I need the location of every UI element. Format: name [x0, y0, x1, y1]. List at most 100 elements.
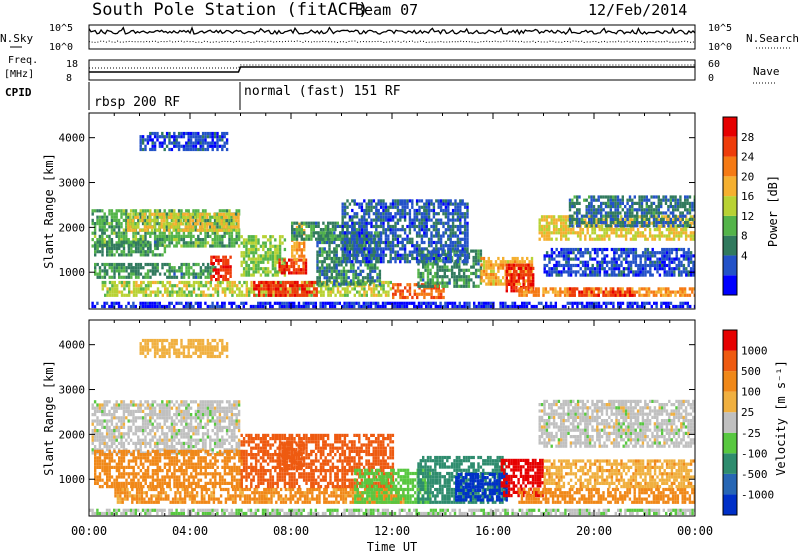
heatmap-cell — [361, 279, 365, 283]
heatmap-cell — [479, 259, 483, 263]
heatmap-cell — [141, 141, 145, 145]
heatmap-cell — [657, 208, 660, 212]
heatmap-cell — [319, 237, 323, 241]
heatmap-cell — [254, 270, 258, 274]
heatmap-cell — [657, 290, 660, 294]
heatmap-cell — [665, 215, 669, 219]
heatmap-cell — [574, 270, 578, 274]
heatmap-cell — [137, 238, 140, 242]
heatmap-cell — [116, 284, 119, 288]
heatmap-cell — [182, 147, 186, 152]
heatmap-cell — [329, 231, 332, 235]
nsky-trace — [88, 25, 696, 36]
heatmap-cell — [303, 257, 306, 261]
heatmap-cell — [103, 231, 106, 235]
heatmap-cell — [384, 253, 388, 257]
heatmap-cell — [389, 218, 392, 222]
heatmap-cell — [636, 211, 639, 215]
heatmap-cell — [127, 275, 131, 279]
heatmap-cell — [615, 251, 618, 255]
heatmap-cell — [154, 262, 157, 267]
heatmap-cell — [392, 286, 395, 290]
heatmap-cell — [379, 247, 383, 251]
heatmap-cell — [592, 208, 596, 212]
heatmap-cell — [298, 222, 301, 226]
heatmap-cell — [477, 268, 480, 272]
heatmap-cell — [548, 260, 551, 264]
heatmap-cell — [555, 228, 558, 232]
heatmap-cell — [419, 278, 422, 282]
heatmap-cell — [578, 195, 581, 199]
heatmap-cell — [426, 259, 430, 263]
heatmap-cell — [512, 273, 516, 277]
heatmap-cell — [669, 205, 672, 209]
heatmap-cell — [436, 278, 439, 282]
heatmap-cell — [151, 141, 154, 145]
heatmap-cell — [210, 222, 214, 226]
heatmap-cell — [382, 253, 385, 257]
heatmap-cell — [151, 253, 155, 257]
heatmap-cell — [629, 237, 633, 241]
heatmap-cell — [458, 271, 461, 276]
heatmap-cell — [676, 198, 680, 202]
heatmap-cell — [192, 209, 195, 213]
heatmap-cell — [556, 290, 560, 294]
heatmap-cell — [389, 247, 392, 251]
heatmap-cell — [504, 269, 507, 273]
heatmap-cell — [118, 262, 121, 267]
heatmap-cell — [492, 266, 495, 270]
heatmap-cell — [200, 293, 203, 297]
heatmap-cell — [527, 273, 530, 277]
heatmap-cell — [96, 238, 99, 242]
heatmap-cell — [137, 284, 140, 288]
heatmap-cell — [98, 209, 102, 213]
heatmap-cell — [668, 237, 671, 241]
heatmap-cell — [337, 282, 341, 286]
heatmap-cell — [206, 222, 209, 226]
heatmap-cell — [120, 234, 123, 238]
heatmap-cell — [230, 212, 233, 216]
heatmap-cell — [370, 293, 373, 297]
heatmap-cell — [199, 231, 202, 235]
heatmap-cell — [113, 212, 116, 216]
heatmap-cell — [324, 228, 327, 232]
heatmap-cell — [608, 228, 611, 232]
heatmap-cell — [653, 263, 657, 268]
heatmap-cell — [379, 199, 383, 203]
heatmap-cell — [247, 247, 251, 252]
heatmap-cell — [93, 234, 97, 238]
heatmap-cell — [375, 221, 378, 225]
heatmap-cell — [363, 237, 366, 241]
heatmap-cell — [408, 228, 412, 232]
heatmap-cell — [581, 254, 585, 258]
heatmap-cell — [430, 253, 433, 257]
heatmap-cell — [149, 138, 152, 142]
heatmap-cell — [693, 205, 695, 209]
heatmap-cell — [320, 287, 323, 291]
heatmap-cell — [220, 228, 223, 232]
heatmap-cell — [192, 215, 195, 219]
heatmap-cell — [224, 262, 227, 266]
heatmap-cell — [98, 225, 102, 229]
heatmap-cell — [540, 218, 544, 222]
heatmap-cell — [206, 234, 210, 238]
heatmap-cell — [228, 241, 231, 245]
heatmap-cell — [312, 231, 315, 235]
heatmap-cell — [631, 287, 634, 291]
heatmap-cell — [462, 271, 466, 276]
heatmap-cell — [427, 215, 431, 219]
heatmap-cell — [598, 228, 601, 232]
heatmap-cell — [635, 290, 639, 294]
heatmap-cell — [206, 231, 210, 235]
heatmap-cell — [548, 273, 551, 277]
heatmap-cell — [601, 267, 604, 271]
heatmap-cell — [396, 256, 400, 261]
heatmap-cell — [527, 266, 530, 270]
heatmap-cell — [420, 256, 424, 261]
heatmap-cell — [641, 251, 645, 255]
heatmap-cell — [201, 228, 204, 232]
heatmap-cell — [614, 224, 617, 228]
heatmap-cell — [365, 253, 368, 257]
heatmap-cell — [286, 287, 289, 291]
heatmap-cell — [117, 209, 121, 213]
